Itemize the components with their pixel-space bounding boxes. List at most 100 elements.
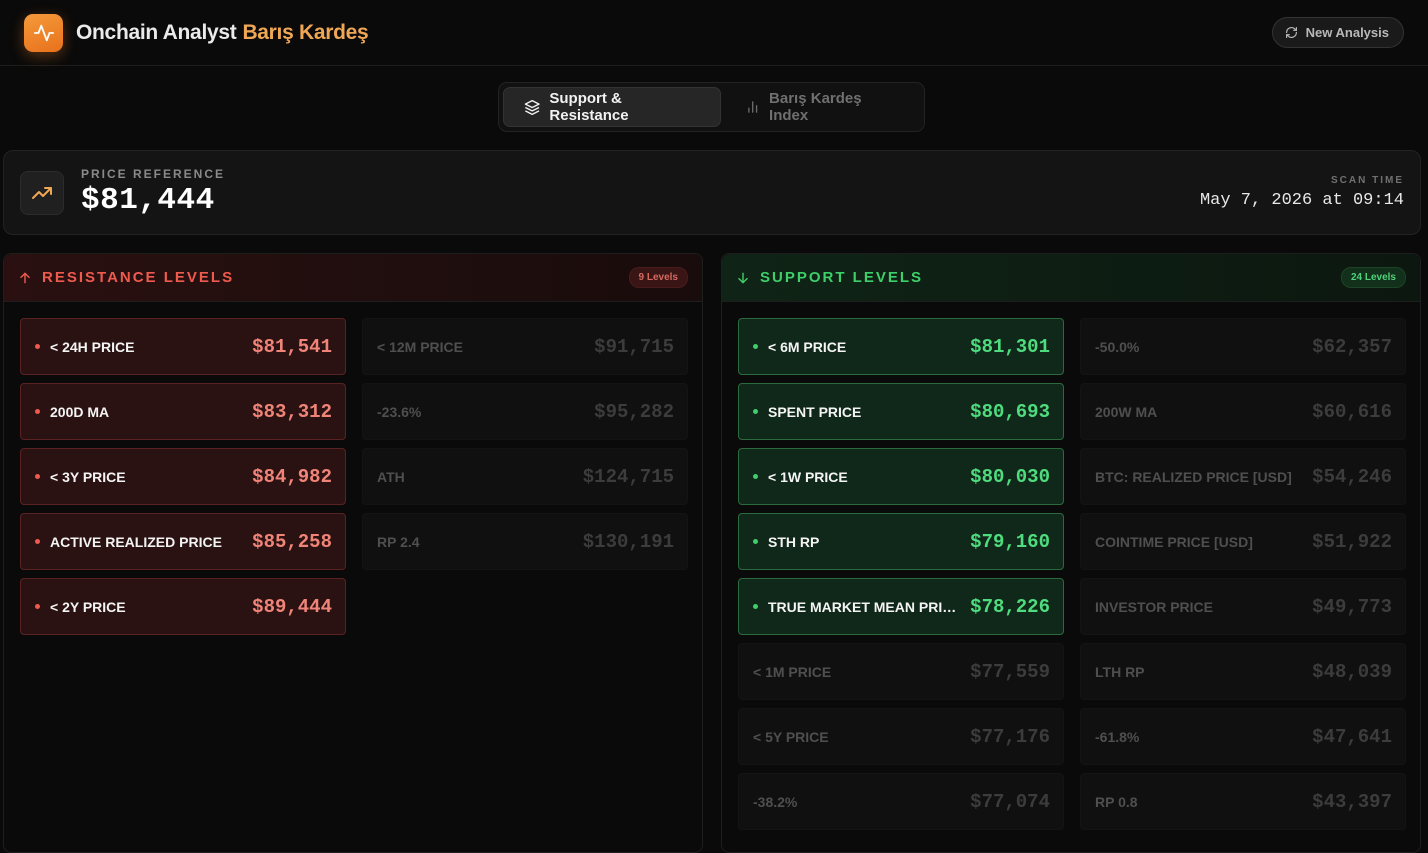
level-dot (35, 474, 40, 479)
support-level-card[interactable]: SPENT PRICE $80,693 (738, 383, 1064, 440)
level-label: -23.6% (377, 403, 422, 420)
level-dot (753, 604, 758, 609)
tab-label: Support & Resistance (549, 90, 629, 124)
new-analysis-button[interactable]: New Analysis (1271, 17, 1404, 48)
support-level-card[interactable]: < 6M PRICE $81,301 (738, 318, 1064, 375)
level-value: $124,715 (582, 465, 674, 488)
arrow-up-icon (20, 272, 30, 283)
support-level-card-secondary[interactable]: COINTIME PRICE [USD] $51,922 (1080, 513, 1406, 570)
support-level-card-secondary[interactable]: LTH RP $48,039 (1080, 643, 1406, 700)
resistance-header: RESISTANCE LEVELS 9 Levels (4, 254, 702, 302)
support-level-card[interactable]: < 1M PRICE $77,559 (738, 643, 1064, 700)
level-label: RP 2.4 (377, 533, 420, 550)
level-label: < 12M PRICE (377, 338, 463, 355)
resistance-level-card-secondary[interactable]: RP 2.4 $130,191 (362, 513, 688, 570)
support-level-card[interactable]: < 1W PRICE $80,030 (738, 448, 1064, 505)
level-dot (35, 409, 40, 414)
level-value: $49,773 (1312, 595, 1392, 618)
activity-logo-icon (24, 13, 63, 52)
arrow-down-icon (738, 272, 748, 283)
layers-icon (524, 99, 540, 115)
level-label: LTH RP (1095, 663, 1145, 680)
level-label: < 6M PRICE (768, 338, 847, 355)
tab-support-resistance[interactable]: Support & Resistance (503, 87, 721, 127)
tab-label: Barış Kardeş Index (769, 90, 862, 124)
support-level-card-secondary[interactable]: INVESTOR PRICE $49,773 (1080, 578, 1406, 635)
level-value: $77,559 (970, 660, 1050, 683)
support-level-card-secondary[interactable]: RP 0.8 $43,397 (1080, 773, 1406, 830)
new-analysis-label: New Analysis (1305, 25, 1389, 40)
level-label: COINTIME PRICE [USD] (1095, 533, 1253, 550)
level-value: $79,160 (970, 530, 1050, 553)
level-label: -50.0% (1095, 338, 1140, 355)
support-level-card[interactable]: TRUE MARKET MEAN PRICE $78,226 (738, 578, 1064, 635)
level-value: $81,541 (252, 335, 332, 358)
level-label: < 24H PRICE (50, 338, 135, 355)
support-level-card-secondary[interactable]: 200W MA $60,616 (1080, 383, 1406, 440)
level-label: < 5Y PRICE (753, 728, 829, 745)
level-value: $51,922 (1312, 530, 1392, 553)
bar-chart-icon (747, 101, 757, 113)
level-value: $62,357 (1312, 335, 1392, 358)
support-panel: SUPPORT LEVELS 24 Levels < 6M PRICE $81,… (721, 253, 1421, 853)
scan-time-label: SCAN TIME (1331, 175, 1404, 186)
resistance-level-card[interactable]: ACTIVE REALIZED PRICE $85,258 (20, 513, 346, 570)
level-value: $48,039 (1312, 660, 1392, 683)
level-value: $77,176 (970, 725, 1050, 748)
level-label: BTC: REALIZED PRICE [USD] (1095, 468, 1292, 485)
level-value: $95,282 (594, 400, 674, 423)
level-dot (753, 539, 758, 544)
price-reference-card: PRICE REFERENCE $81,444 SCAN TIME May 7,… (3, 150, 1421, 235)
resistance-count-badge: 9 Levels (628, 267, 688, 288)
level-label: ACTIVE REALIZED PRICE (50, 533, 222, 550)
resistance-level-card-secondary[interactable]: ATH $124,715 (362, 448, 688, 505)
tab-baris-kardes-index[interactable]: Barış Kardeş Index (725, 87, 920, 127)
level-value: $85,258 (252, 530, 332, 553)
support-level-card[interactable]: < 5Y PRICE $77,176 (738, 708, 1064, 765)
resistance-level-card[interactable]: 200D MA $83,312 (20, 383, 346, 440)
level-label: -61.8% (1095, 728, 1140, 745)
support-level-card-secondary[interactable]: BTC: REALIZED PRICE [USD] $54,246 (1080, 448, 1406, 505)
resistance-level-card-secondary[interactable]: < 12M PRICE $91,715 (362, 318, 688, 375)
level-label: TRUE MARKET MEAN PRICE (768, 598, 958, 615)
level-label: -38.2% (753, 793, 798, 810)
level-dot (35, 539, 40, 544)
support-header: SUPPORT LEVELS 24 Levels (722, 254, 1420, 302)
price-reference-value: $81,444 (81, 183, 215, 218)
level-value: $80,693 (970, 400, 1050, 423)
resistance-level-card[interactable]: < 3Y PRICE $84,982 (20, 448, 346, 505)
support-title: SUPPORT LEVELS (760, 269, 924, 286)
support-level-card[interactable]: -38.2% $77,074 (738, 773, 1064, 830)
scan-time-value: May 7, 2026 at 09:14 (1199, 191, 1404, 210)
level-label: < 1W PRICE (768, 468, 848, 485)
app-title-text: Onchain Analyst (76, 20, 237, 44)
level-value: $78,226 (970, 595, 1050, 618)
level-label: ATH (377, 468, 405, 485)
level-dot (35, 344, 40, 349)
level-label: STH RP (768, 533, 820, 550)
level-label: 200W MA (1095, 403, 1158, 420)
level-value: $54,246 (1312, 465, 1392, 488)
level-label: SPENT PRICE (768, 403, 862, 420)
level-label: < 2Y PRICE (50, 598, 126, 615)
level-label: RP 0.8 (1095, 793, 1138, 810)
resistance-level-card[interactable]: < 24H PRICE $81,541 (20, 318, 346, 375)
level-value: $77,074 (970, 790, 1050, 813)
level-value: $60,616 (1312, 400, 1392, 423)
level-value: $81,301 (970, 335, 1050, 358)
resistance-panel: RESISTANCE LEVELS 9 Levels < 24H PRICE $… (3, 253, 703, 853)
support-count-badge: 24 Levels (1340, 267, 1406, 288)
level-value: $47,641 (1312, 725, 1392, 748)
level-value: $84,982 (252, 465, 332, 488)
level-value: $80,030 (970, 465, 1050, 488)
support-level-card-secondary[interactable]: -61.8% $47,641 (1080, 708, 1406, 765)
support-level-card[interactable]: STH RP $79,160 (738, 513, 1064, 570)
level-label: < 3Y PRICE (50, 468, 126, 485)
resistance-level-card[interactable]: < 2Y PRICE $89,444 (20, 578, 346, 635)
support-level-card-secondary[interactable]: -50.0% $62,357 (1080, 318, 1406, 375)
view-tabs: Support & Resistance Barış Kardeş Index (498, 82, 925, 132)
level-label: INVESTOR PRICE (1095, 598, 1213, 615)
price-reference-label: PRICE REFERENCE (81, 167, 226, 181)
resistance-level-card-secondary[interactable]: -23.6% $95,282 (362, 383, 688, 440)
trending-up-icon (20, 170, 64, 215)
